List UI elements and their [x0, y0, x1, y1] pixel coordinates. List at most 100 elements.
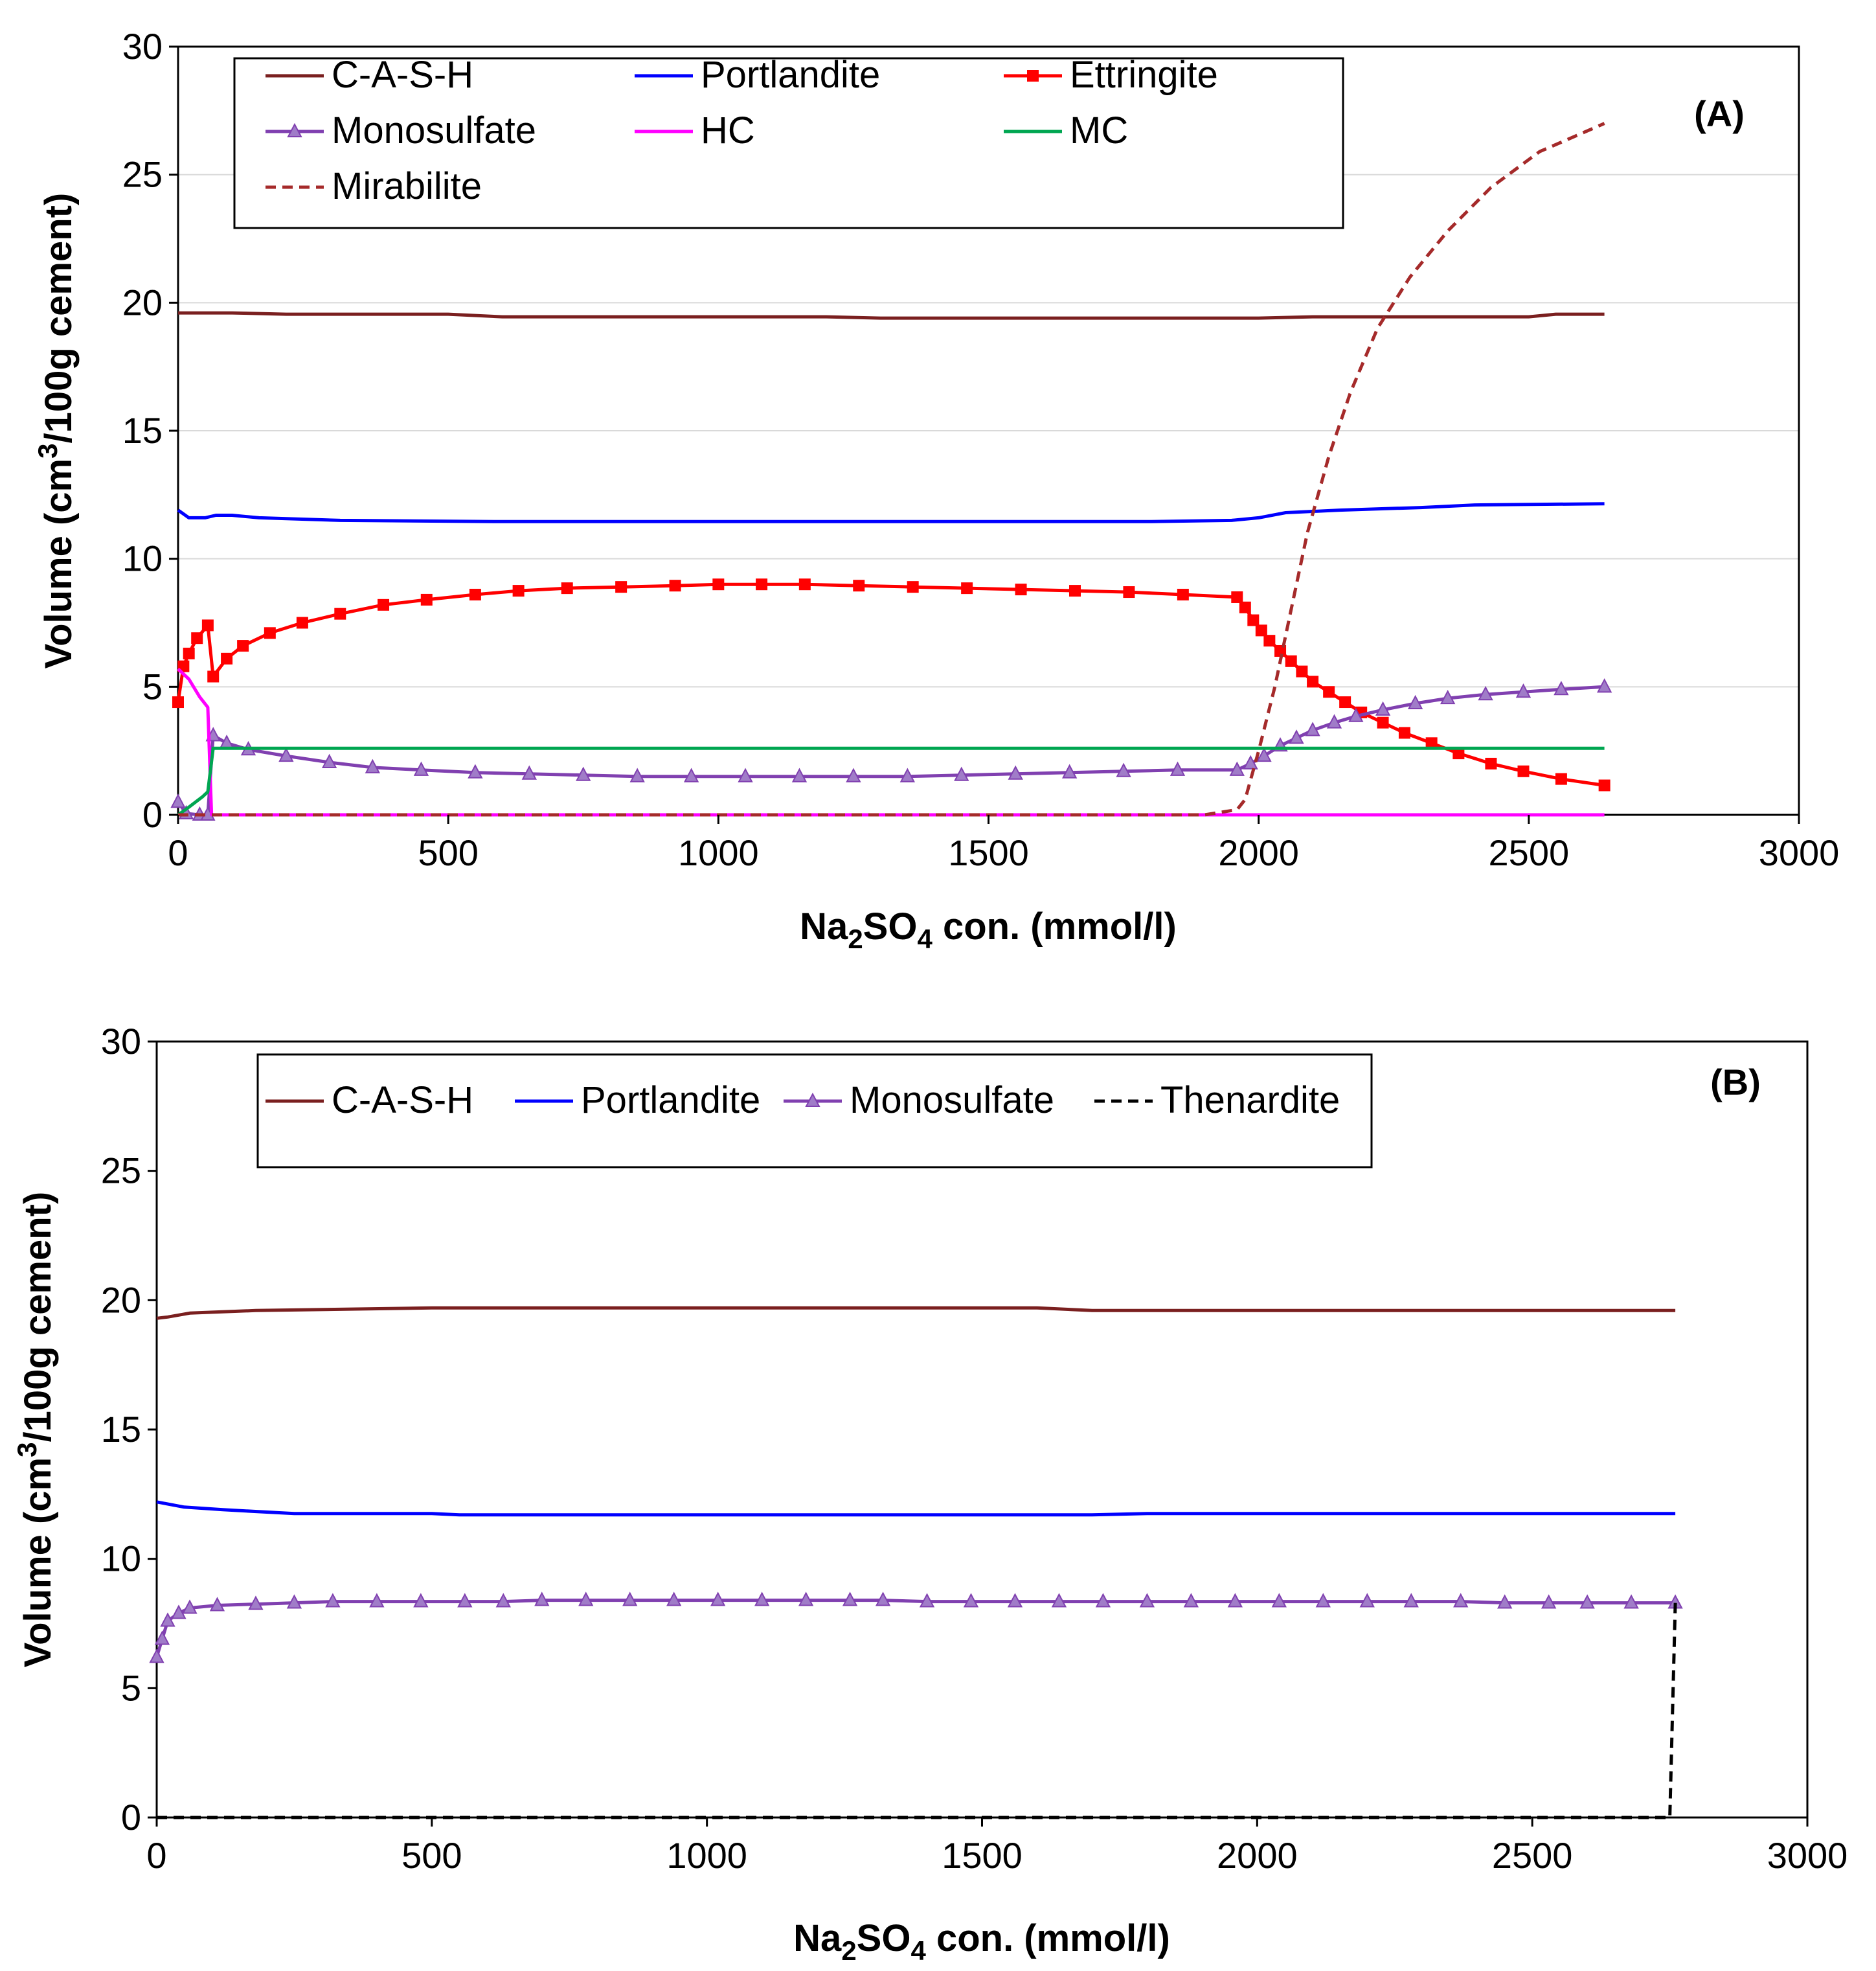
x-tick-label: 1500 — [948, 832, 1029, 873]
legend-item-mirabilite: Mirabilite — [266, 165, 482, 207]
data-point-ettringite — [798, 578, 811, 591]
data-point-monosulfate — [325, 1593, 341, 1608]
data-point-monosulfate — [1359, 1593, 1375, 1608]
data-point-monosulfate — [899, 768, 916, 782]
data-point-ettringite — [1015, 584, 1027, 596]
data-point-ettringite — [1239, 601, 1251, 613]
series-line-monosulfate — [176, 685, 1605, 817]
data-point-ettringite — [264, 627, 276, 639]
y-axis-title-a: Volume (cm3/100g cement) — [32, 193, 80, 669]
data-point-monosulfate — [170, 793, 186, 808]
data-point-monosulfate — [842, 1591, 858, 1606]
x-axis-title-a: Na2SO4 con. (mmol/l) — [800, 906, 1177, 954]
data-point-monosulfate — [1497, 1594, 1513, 1609]
data-point-monosulfate — [1243, 755, 1258, 769]
data-point-monosulfate — [457, 1593, 473, 1608]
data-point-monosulfate — [1453, 1593, 1469, 1608]
data-point-monosulfate — [365, 758, 381, 773]
series-mc — [177, 746, 1605, 817]
ticks-a: 0 500 1000 1500 2000 2500 3000 0 5 10 15 20 25 30 — [122, 26, 1840, 873]
legend-item-ettringite: Ettringite — [1004, 54, 1218, 96]
y-tick-label: 5 — [121, 1667, 141, 1708]
x-tick-label: 1000 — [666, 1835, 747, 1876]
y-tick-label: 5 — [142, 666, 163, 707]
data-point-ettringite — [1307, 676, 1319, 688]
legend-item-c-a-s-h: C-A-S-H — [266, 54, 473, 96]
x-tick-label: 2500 — [1492, 1835, 1573, 1876]
series-line-c-a-s-h — [156, 1306, 1676, 1320]
series-monosulfate — [170, 678, 1612, 821]
data-point-ettringite — [712, 578, 725, 591]
data-point-ettringite — [1425, 737, 1438, 749]
y-tick-label: 20 — [101, 1279, 141, 1320]
data-point-monosulfate — [209, 1597, 225, 1612]
data-point-monosulfate — [521, 765, 537, 780]
data-point-monosulfate — [1271, 1593, 1287, 1608]
data-point-monosulfate — [1139, 1593, 1155, 1608]
data-point-ettringite — [172, 696, 184, 709]
data-point-monosulfate — [534, 1591, 550, 1606]
data-point-monosulfate — [754, 1591, 770, 1606]
series-monosulfate — [149, 1591, 1683, 1663]
y-tick-label: 25 — [122, 154, 163, 195]
data-point-monosulfate — [1170, 761, 1186, 776]
series-portlandite — [156, 1500, 1676, 1517]
data-point-monosulfate — [160, 1612, 175, 1627]
series-line-portlandite — [177, 502, 1605, 523]
data-point-ettringite — [334, 608, 346, 620]
data-point-ettringite — [1231, 591, 1243, 603]
data-point-monosulfate — [798, 1591, 814, 1606]
legend-item-portlandite: Portlandite — [635, 54, 880, 96]
data-point-monosulfate — [154, 1630, 170, 1645]
x-axis-title-b: Na2SO4 con. (mmol/l) — [793, 1917, 1170, 1966]
data-point-ettringite — [756, 578, 768, 591]
data-point-ettringite — [1263, 635, 1276, 647]
legend-item-portlandite: Portlandite — [515, 1079, 760, 1121]
panel-label-a: (A) — [1694, 93, 1745, 134]
series-line-mirabilite — [178, 122, 1605, 817]
series-hc — [177, 667, 1605, 817]
data-point-monosulfate — [1256, 747, 1272, 762]
data-point-monosulfate — [963, 1593, 979, 1608]
data-point-monosulfate — [1116, 762, 1131, 777]
data-point-monosulfate — [578, 1591, 594, 1606]
data-point-ettringite — [183, 647, 195, 659]
data-point-monosulfate — [622, 1591, 638, 1606]
data-point-monosulfate — [1008, 765, 1023, 780]
data-point-monosulfate — [1541, 1594, 1557, 1609]
data-point-monosulfate — [286, 1594, 302, 1609]
data-point-ettringite — [1555, 773, 1567, 785]
data-point-monosulfate — [321, 753, 337, 768]
data-point-ettringite — [1068, 585, 1081, 597]
data-point-ettringite — [1377, 716, 1389, 729]
data-point-ettringite — [237, 640, 249, 652]
data-point-ettringite — [512, 585, 525, 597]
legend-box-b — [256, 1053, 1373, 1168]
series-line-monosulfate — [155, 1599, 1676, 1658]
legend-label: Portlandite — [581, 1079, 760, 1121]
y-tick-label: 10 — [122, 538, 163, 579]
data-point-monosulfate — [278, 747, 294, 762]
y-tick-label: 15 — [101, 1409, 141, 1450]
x-tick-label: 2500 — [1489, 832, 1570, 873]
x-tick-label: 2000 — [1217, 1835, 1298, 1876]
data-point-monosulfate — [1095, 1593, 1111, 1608]
data-point-ettringite — [378, 598, 390, 611]
series-layer-b — [149, 1306, 1683, 1819]
legend-a: C-A-S-H Portlandite Ettringite Monosulfate H… — [266, 54, 1218, 207]
data-point-monosulfate — [954, 766, 969, 781]
data-point-monosulfate — [1596, 678, 1612, 693]
data-point-monosulfate — [1440, 689, 1456, 705]
data-point-ettringite — [1323, 686, 1335, 698]
data-point-monosulfate — [248, 1595, 264, 1610]
data-point-monosulfate — [1579, 1594, 1595, 1609]
data-point-ettringite — [191, 632, 203, 644]
data-point-monosulfate — [576, 766, 591, 781]
y-axis-title-b: Volume (cm3/100g cement) — [12, 1192, 59, 1668]
data-point-ettringite — [1177, 589, 1189, 601]
data-point-monosulfate — [1315, 1593, 1331, 1608]
data-point-ettringite — [853, 580, 865, 592]
x-tick-label: 0 — [146, 1835, 166, 1876]
x-tick-label: 1500 — [942, 1835, 1023, 1876]
x-tick-label: 2000 — [1218, 832, 1299, 873]
